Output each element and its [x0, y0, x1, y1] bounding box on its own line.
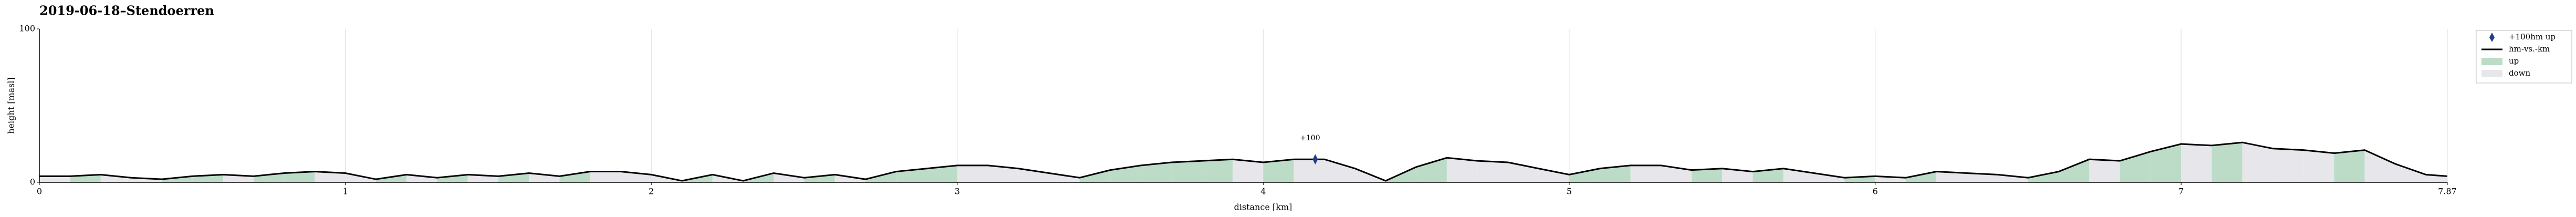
down-area — [988, 165, 1019, 182]
up-area — [284, 171, 315, 182]
down-area — [1722, 168, 1753, 182]
up-area — [1202, 159, 1233, 182]
down-area — [39, 176, 70, 182]
down-area — [1294, 159, 1324, 182]
down-area — [2395, 163, 2426, 182]
down-area — [315, 171, 346, 182]
legend-label: hm-vs.-km — [2509, 44, 2550, 54]
up-area — [437, 174, 468, 182]
down-area — [1538, 168, 1569, 182]
up-area — [2028, 171, 2059, 182]
up-area — [1263, 159, 1294, 182]
down-area — [2364, 150, 2395, 182]
legend-patch — [2481, 58, 2502, 65]
down-area — [1446, 158, 1478, 182]
x-tick-label: 7 — [2178, 187, 2184, 197]
x-tick-label: 0 — [37, 187, 42, 197]
up-area — [1753, 168, 1784, 182]
down-area — [2242, 142, 2273, 182]
up-area — [2059, 159, 2090, 182]
up-area — [2150, 144, 2182, 182]
x-tick-label: 2 — [649, 187, 654, 197]
down-area — [100, 174, 131, 182]
chart-title: 2019-06-18–Stendoerren — [39, 3, 214, 18]
y-tick-label: 100 — [19, 24, 35, 34]
down-area — [406, 174, 437, 182]
down-area — [1936, 171, 1967, 182]
up-area — [1569, 168, 1600, 182]
down-area — [1049, 173, 1080, 182]
up-area — [804, 174, 835, 182]
down-area — [957, 165, 988, 182]
up-area — [1691, 168, 1723, 182]
down-area — [1477, 161, 1508, 182]
down-area — [1233, 159, 1264, 182]
down-area — [1967, 173, 1998, 182]
down-area — [1783, 168, 1814, 182]
up-area — [559, 171, 590, 182]
up-area — [1905, 171, 1937, 182]
y-tick-label: 0 — [30, 177, 35, 187]
down-area — [1814, 173, 1845, 182]
marker — [1312, 154, 1318, 165]
down-area — [2089, 159, 2120, 182]
legend-label: down — [2509, 68, 2530, 78]
x-tick-label: 1 — [342, 187, 348, 197]
y-axis-label: height [masl] — [6, 77, 16, 133]
up-area — [896, 168, 927, 182]
up-area — [1416, 158, 1447, 182]
down-area — [590, 171, 621, 182]
down-area — [2303, 150, 2334, 182]
x-tick-label: 6 — [1872, 187, 1878, 197]
x-tick-label: 7.87 — [2438, 187, 2457, 197]
up-area — [1079, 170, 1111, 182]
legend-marker — [2489, 33, 2495, 42]
up-area — [1141, 162, 1172, 182]
up-area — [1171, 161, 1202, 182]
down-area — [2181, 144, 2212, 182]
x-tick-label: 5 — [1567, 187, 1572, 197]
down-area — [1630, 165, 1661, 182]
down-area — [1324, 159, 1355, 182]
x-axis-label: distance [km] — [1234, 202, 1292, 212]
annotation: +100 — [1300, 134, 1320, 142]
x-tick-label: 3 — [955, 187, 960, 197]
legend-label: up — [2509, 56, 2519, 66]
down-area — [774, 173, 805, 182]
x-tick-label: 4 — [1260, 187, 1266, 197]
profile-line — [39, 141, 2448, 182]
up-area — [2334, 150, 2365, 182]
legend-label: +100hm up — [2509, 32, 2556, 42]
up-area — [2212, 142, 2243, 182]
down-area — [1997, 174, 2028, 182]
down-area — [2272, 148, 2304, 182]
up-area — [926, 165, 957, 182]
up-area — [1600, 165, 1631, 182]
legend-patch — [2481, 70, 2502, 77]
